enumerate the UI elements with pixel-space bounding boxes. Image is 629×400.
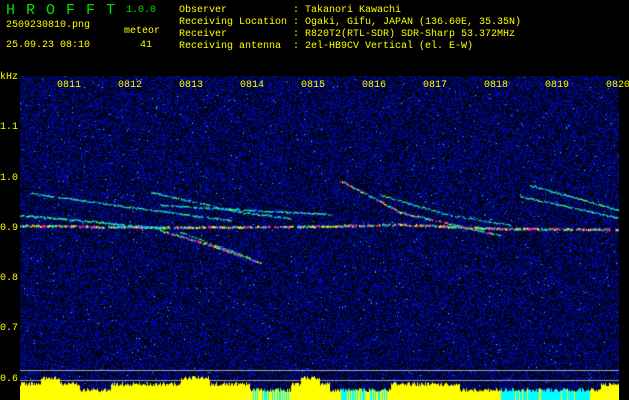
app-version: 1.0.0 bbox=[126, 5, 157, 16]
info-value-antenna: : 2el-HB9CV Vertical (el. E-W) bbox=[293, 41, 474, 52]
antenna-value: 2el-HB9CV Vertical (el. E-W) bbox=[305, 41, 474, 52]
info-value-observer: : Takanori Kawachi bbox=[293, 5, 402, 16]
x-tick-label: 0817 bbox=[423, 80, 448, 91]
spectrogram-canvas bbox=[20, 76, 619, 400]
y-tick-label: 0.9 bbox=[0, 223, 19, 234]
info-value-location: : Ogaki, Gifu, JAPAN (136.60E, 35.35N) bbox=[293, 17, 522, 28]
observer-value: Takanori Kawachi bbox=[305, 5, 402, 16]
y-tick-label: 1.0 bbox=[0, 173, 19, 184]
meteor-count: 41 bbox=[140, 40, 153, 51]
info-label-observer: Observer bbox=[179, 5, 228, 16]
x-tick-label: 0820 bbox=[606, 80, 629, 91]
x-tick-label: 0818 bbox=[484, 80, 509, 91]
x-tick-label: 0814 bbox=[240, 80, 265, 91]
y-tick-label: 0.8 bbox=[0, 273, 19, 284]
app-title: H R O F F T bbox=[6, 2, 117, 19]
meteor-label: meteor bbox=[124, 26, 161, 37]
y-tick-label: 0.6 bbox=[0, 374, 19, 385]
info-value-receiver: : R820T2(RTL-SDR) SDR-Sharp 53.372MHz bbox=[293, 29, 516, 40]
x-tick-label: 0812 bbox=[118, 80, 143, 91]
x-tick-label: 0811 bbox=[57, 80, 82, 91]
info-label-antenna: Receiving antenna bbox=[179, 41, 282, 52]
location-value: Ogaki, Gifu, JAPAN (136.60E, 35.35N) bbox=[305, 17, 522, 28]
y-tick-label: 0.7 bbox=[0, 323, 19, 334]
receiver-value: R820T2(RTL-SDR) SDR-Sharp 53.372MHz bbox=[305, 29, 516, 40]
x-tick-label: 0815 bbox=[301, 80, 326, 91]
x-tick-label: 0816 bbox=[362, 80, 387, 91]
info-label-location: Receiving Location bbox=[179, 17, 288, 28]
filename: 2509230810.png bbox=[6, 20, 91, 31]
y-tick-label: 1.1 bbox=[0, 122, 19, 133]
y-unit-label: kHz bbox=[0, 72, 19, 83]
info-label-receiver: Receiver bbox=[179, 29, 228, 40]
x-tick-label: 0819 bbox=[545, 80, 570, 91]
x-tick-label: 0813 bbox=[179, 80, 204, 91]
datetime: 25.09.23 08:10 bbox=[6, 40, 91, 51]
